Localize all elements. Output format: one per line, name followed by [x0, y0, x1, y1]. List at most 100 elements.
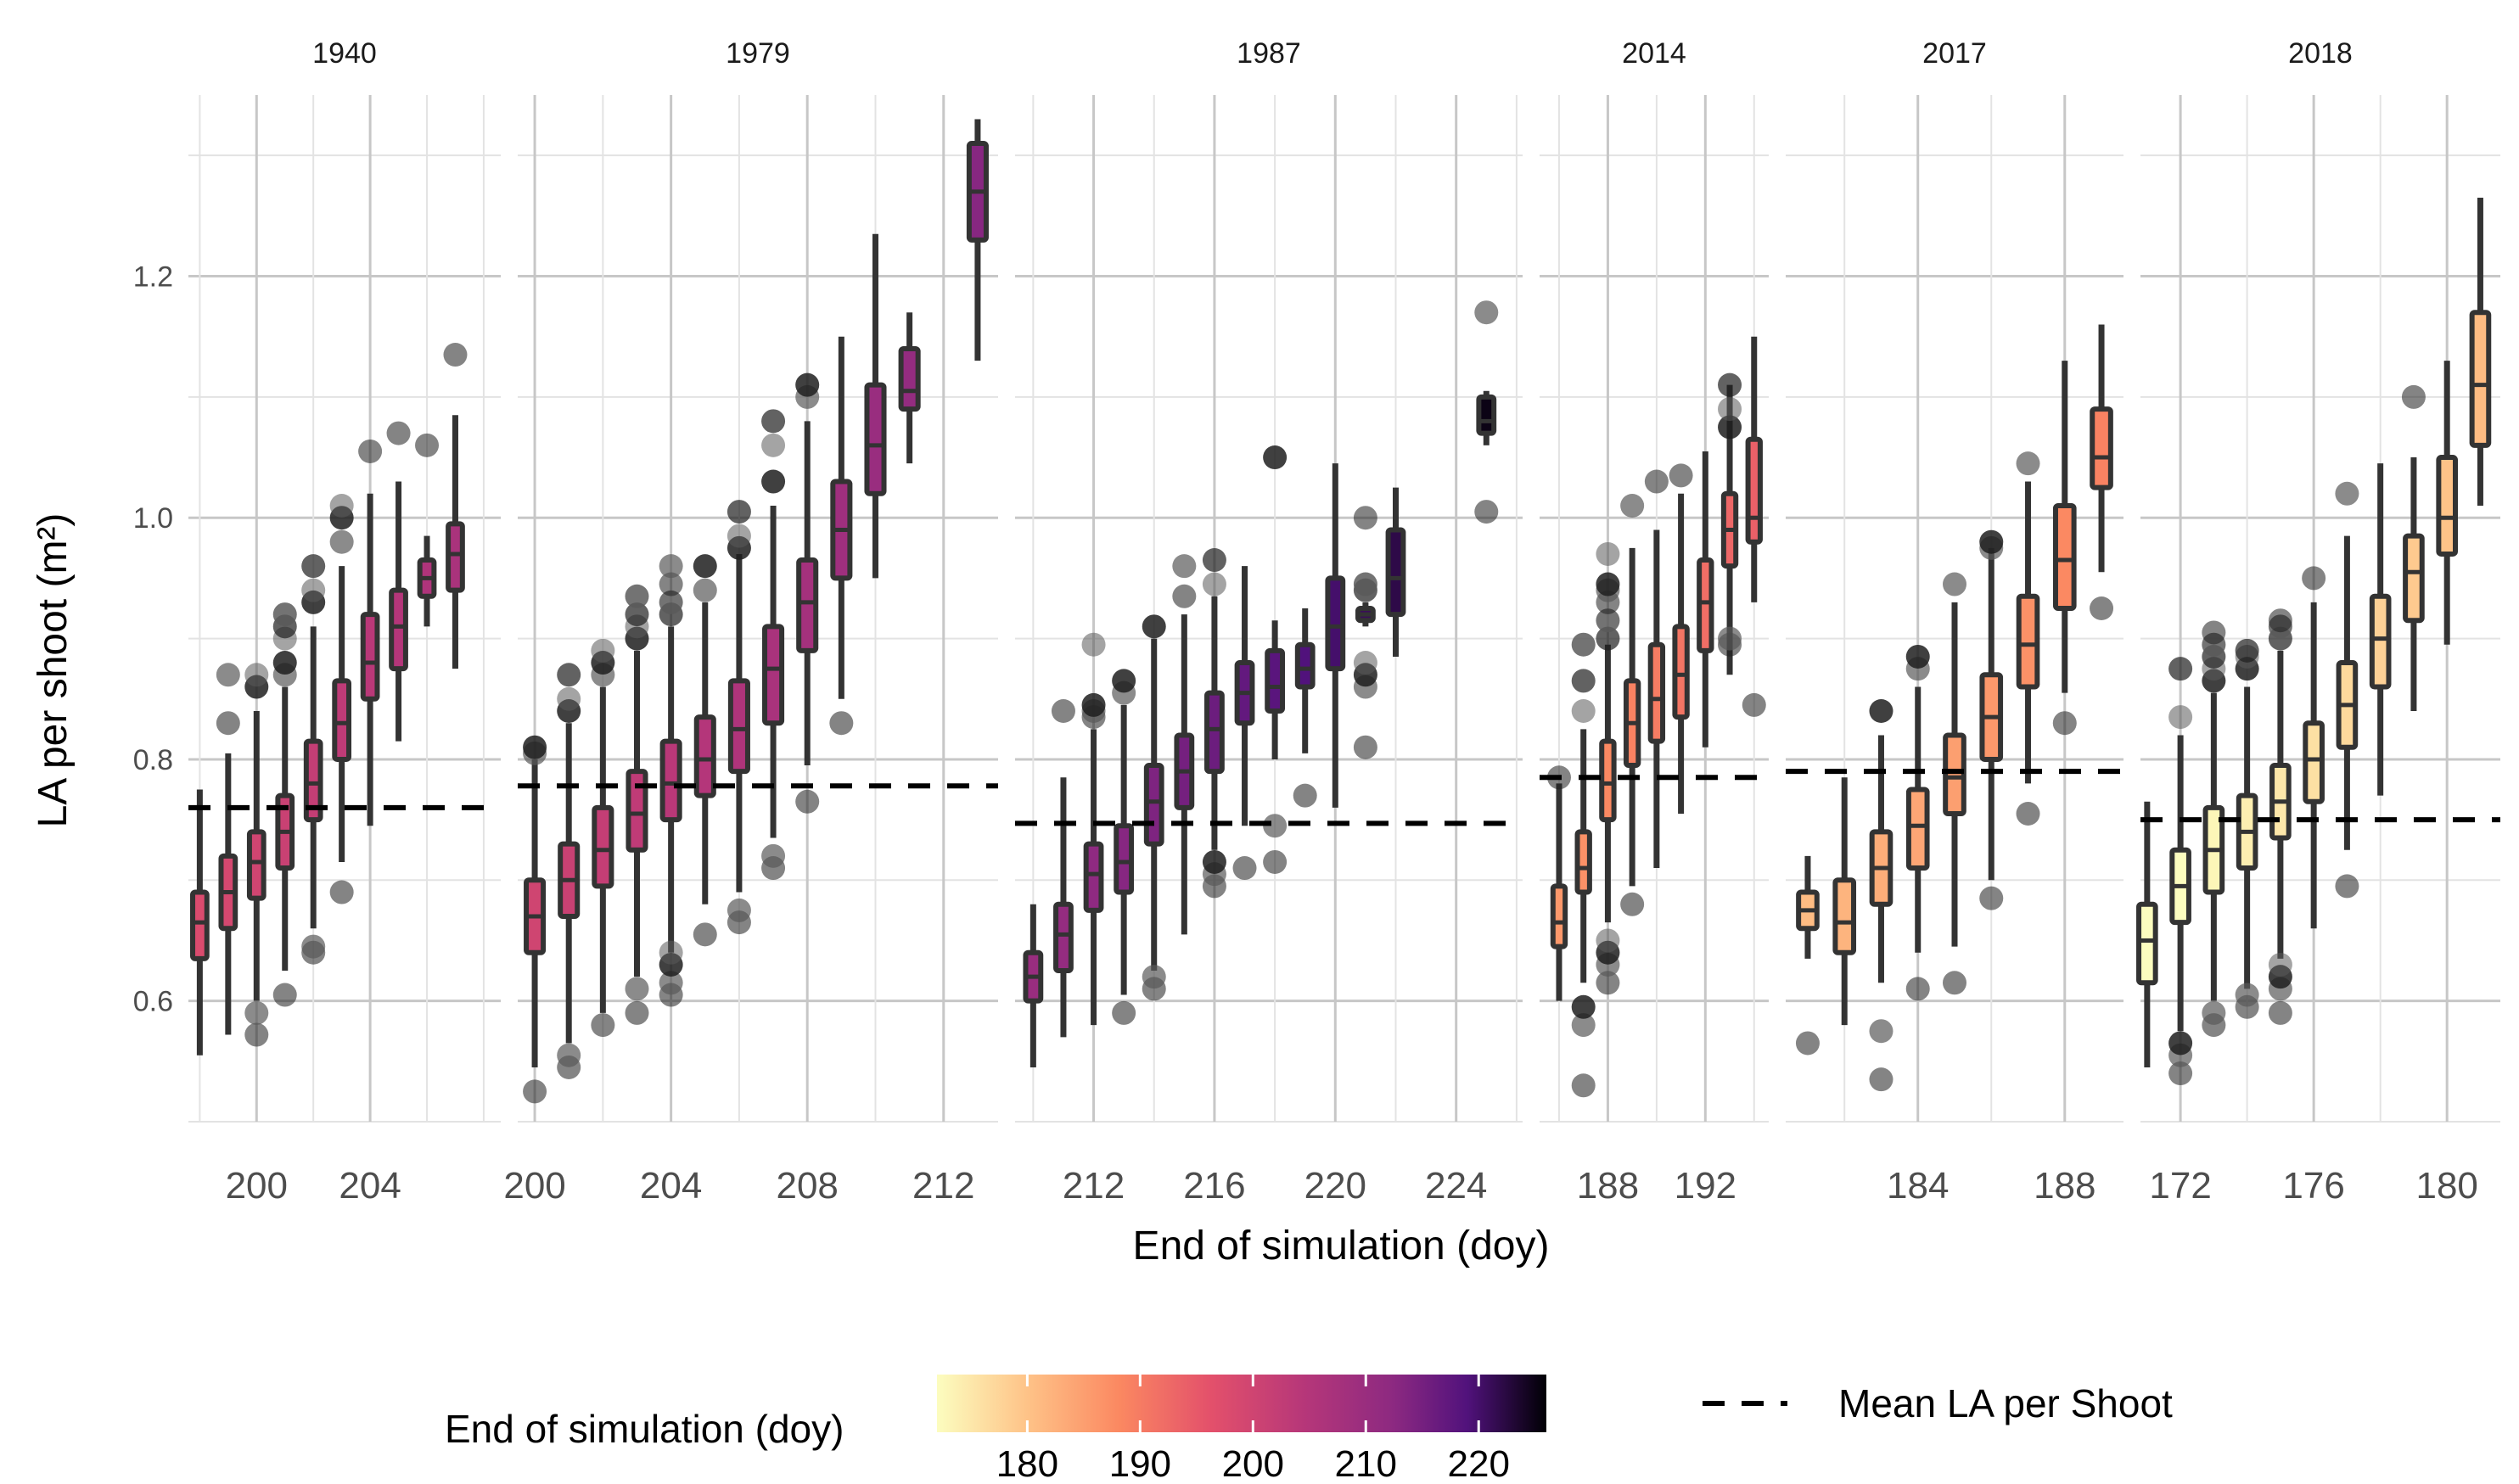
- box-doy-206: [415, 433, 440, 627]
- outlier-point: [1943, 971, 1966, 995]
- outlier-point: [216, 711, 240, 736]
- outlier-point: [1232, 856, 1257, 881]
- facet-1979: 1979 200 204 208 212: [503, 37, 998, 1207]
- outlier-point: [1172, 584, 1197, 608]
- facet-1940: 1940 200 204: [188, 37, 501, 1207]
- box-doy-174: [2235, 638, 2259, 1019]
- outlier-point: [795, 789, 820, 814]
- box-doy-187: [2016, 451, 2040, 826]
- box-body: [246, 829, 266, 901]
- box-body: [2052, 503, 2077, 611]
- box-doy-194: [1742, 336, 1766, 717]
- box-body: [1083, 841, 1104, 913]
- outlier-point: [1718, 415, 1742, 440]
- legend: End of simulation (doy) 180 190 200 210 220 …: [445, 1375, 2173, 1484]
- strip-label: 1979: [726, 37, 790, 70]
- outlier-point: [301, 578, 326, 602]
- outlier-point: [659, 971, 683, 995]
- box-body: [1325, 575, 1346, 672]
- outlier-point: [1596, 626, 1620, 651]
- box-body: [1943, 732, 1966, 816]
- box-doy-213: [966, 119, 989, 361]
- box-body: [1385, 527, 1406, 618]
- outlier-point: [1202, 849, 1226, 874]
- box-doy-181: [2469, 198, 2492, 506]
- outlier-point: [1353, 572, 1377, 596]
- strip-label: 2018: [2288, 37, 2353, 70]
- box-body: [1265, 647, 1286, 714]
- outlier-point: [1869, 699, 1893, 723]
- outlier-point: [2202, 620, 2226, 645]
- y-tick-label: 1.2: [133, 261, 173, 294]
- box-doy-220: [1325, 463, 1346, 808]
- x-tick-label: 176: [2282, 1165, 2344, 1207]
- outlier-point: [244, 663, 269, 687]
- box-doy-208: [795, 372, 820, 814]
- x-tick-label: 204: [339, 1165, 401, 1207]
- outlier-point: [1293, 783, 1317, 808]
- outlier-point: [415, 433, 440, 457]
- outlier-point: [625, 584, 649, 608]
- box-body: [864, 382, 887, 496]
- box-body: [1832, 877, 1857, 955]
- outlier-point: [1571, 669, 1596, 693]
- box-body: [389, 587, 408, 672]
- strip-label: 1987: [1237, 37, 1301, 70]
- colorbar: [937, 1375, 1546, 1432]
- outlier-point: [1620, 892, 1645, 916]
- outlier-point: [795, 372, 820, 397]
- x-tick-label: 184: [1887, 1165, 1949, 1207]
- box-doy-186: [1979, 529, 2004, 910]
- outlier-point: [1353, 651, 1377, 675]
- outlier-point: [2168, 705, 2193, 730]
- outlier-point: [693, 578, 717, 602]
- box-doy-182: [1832, 777, 1857, 1026]
- facet-2017: 2017 184 188: [1786, 37, 2123, 1207]
- box-doy-185: [1943, 572, 1966, 995]
- colorbar-tick-label: 190: [1109, 1443, 1171, 1484]
- outlier-point: [1596, 572, 1620, 596]
- outlier-point: [1263, 814, 1288, 838]
- box-doy-183: [1869, 699, 1893, 1092]
- outlier-point: [591, 638, 615, 663]
- box-body: [1204, 690, 1225, 775]
- outlier-point: [1474, 300, 1499, 325]
- outlier-point: [1718, 372, 1742, 397]
- outlier-point: [2090, 596, 2114, 620]
- box-doy-214: [1142, 614, 1166, 1001]
- outlier-point: [1112, 669, 1136, 693]
- outlier-point: [329, 494, 354, 518]
- outlier-point: [1905, 644, 1930, 669]
- outlier-point: [1644, 469, 1669, 494]
- outlier-point: [216, 663, 240, 687]
- box-doy-172: [2168, 657, 2193, 1086]
- box-body: [1053, 901, 1074, 974]
- outlier-point: [1353, 506, 1377, 530]
- box-body: [1550, 883, 1568, 949]
- box-doy-198: [190, 789, 210, 1056]
- box-body: [1647, 641, 1666, 744]
- facet-2014: 2014 188 192: [1540, 37, 1769, 1207]
- box-body: [2016, 593, 2040, 690]
- outlier-point: [1571, 1073, 1596, 1098]
- outlier-point: [1571, 632, 1596, 657]
- box-doy-192: [1697, 451, 1714, 748]
- outlier-point: [272, 651, 297, 675]
- strip-label: 1940: [312, 37, 377, 70]
- box-doy-202: [301, 554, 326, 965]
- outlier-point: [1474, 500, 1499, 524]
- outlier-point: [761, 433, 786, 457]
- box-body: [1905, 787, 1930, 871]
- box-doy-202: [591, 638, 615, 1038]
- box-doy-187: [1571, 632, 1596, 1098]
- outlier-point: [329, 529, 354, 554]
- outlier-point: [1571, 994, 1596, 1019]
- box-doy-189: [1620, 494, 1645, 916]
- box-doy-201: [272, 602, 297, 1007]
- outlier-point: [625, 977, 649, 1001]
- box-doy-200: [523, 735, 547, 1104]
- box-doy-177: [2335, 481, 2359, 899]
- box-doy-209: [829, 336, 854, 736]
- outlier-point: [2052, 711, 2077, 736]
- colorbar-tick-label: 200: [1222, 1443, 1284, 1484]
